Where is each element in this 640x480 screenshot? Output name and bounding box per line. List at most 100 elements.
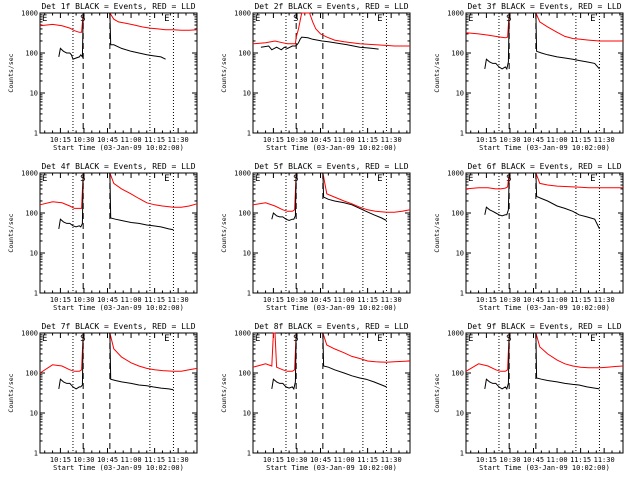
y-tick-label: 1: [247, 450, 251, 458]
plot-frame: [465, 332, 624, 454]
marker-label-e: E: [255, 174, 260, 184]
y-axis-label: Counts/sec: [220, 53, 228, 92]
y-tick-label: 10: [30, 250, 38, 258]
panel-title: Det 2f BLACK = Events, RED = LLD: [254, 2, 408, 11]
panel-title: Det 3f BLACK = Events, RED = LLD: [467, 2, 621, 11]
panel-2: Det 2f BLACK = Events, RED = LLD 1 10 100 10…: [220, 2, 411, 152]
x-tick-label: 10:30: [73, 456, 94, 464]
x-tick-label: 10:15: [476, 136, 497, 144]
x-tick-label: 10:30: [499, 296, 520, 304]
events-series-line: [271, 332, 387, 391]
y-tick-label: 1: [460, 290, 464, 298]
x-tick-label: 11:15: [357, 296, 378, 304]
plot-frame: [39, 172, 198, 294]
plot-frame: [39, 332, 198, 454]
x-tick-label: 11:30: [381, 296, 402, 304]
y-tick-label: 10: [456, 410, 464, 418]
x-tick-label: 10:15: [263, 296, 284, 304]
marker-label-e: E: [468, 174, 473, 184]
events-series-line: [58, 12, 166, 60]
x-tick-label: 11:00: [121, 136, 142, 144]
y-axis-label: Counts/sec: [7, 213, 15, 252]
panel-title: Det 5f BLACK = Events, RED = LLD: [254, 162, 408, 171]
panel-1: Det 1f BLACK = Events, RED = LLD 1 10 100 10…: [7, 2, 198, 152]
x-tick-label: 11:30: [594, 456, 615, 464]
marker-label-e: E: [377, 14, 382, 24]
events-series-line: [260, 36, 379, 51]
x-axis-label: Start Time (03-Jan-09 10:02:00): [266, 144, 397, 152]
y-axis-label: Counts/sec: [7, 53, 15, 92]
y-axis-label: Counts/sec: [433, 373, 441, 412]
x-tick-label: 11:00: [547, 136, 568, 144]
y-tick-label: 1000: [234, 170, 251, 178]
x-tick-label: 11:15: [570, 456, 591, 464]
x-tick-label: 10:45: [310, 456, 331, 464]
panel-9: Det 9f BLACK = Events, RED = LLD 1 10 100 10…: [433, 322, 624, 472]
x-tick-label: 10:15: [50, 296, 71, 304]
y-tick-label: 1: [247, 130, 251, 138]
marker-label-e: E: [468, 334, 473, 344]
y-tick-label: 10: [30, 90, 38, 98]
x-tick-label: 10:45: [97, 296, 118, 304]
x-tick-label: 10:15: [263, 136, 284, 144]
x-tick-label: 10:45: [523, 456, 544, 464]
events-series-line: [271, 172, 387, 222]
plot-frame: [252, 332, 411, 454]
marker-label-e: E: [468, 14, 473, 24]
marker-label-e: E: [377, 174, 382, 184]
x-tick-label: 11:00: [121, 296, 142, 304]
y-tick-label: 1: [460, 130, 464, 138]
events-series-line: [484, 12, 600, 71]
x-axis-label: Start Time (03-Jan-09 10:02:00): [53, 464, 184, 472]
y-tick-label: 10: [243, 410, 251, 418]
x-tick-label: 11:00: [334, 456, 355, 464]
x-tick-label: 11:30: [594, 296, 615, 304]
lld-series-line: [465, 332, 624, 372]
x-tick-label: 11:00: [334, 136, 355, 144]
x-tick-label: 11:15: [144, 456, 165, 464]
y-tick-label: 10: [30, 410, 38, 418]
marker-label-e: E: [164, 174, 169, 184]
panel-title: Det 4f BLACK = Events, RED = LLD: [41, 162, 195, 171]
x-tick-label: 10:15: [476, 296, 497, 304]
y-tick-label: 1: [34, 290, 38, 298]
marker-label-e: E: [590, 174, 595, 184]
x-tick-label: 10:30: [286, 136, 307, 144]
x-tick-label: 10:30: [73, 136, 94, 144]
y-tick-label: 100: [238, 370, 251, 378]
events-series-line: [484, 172, 600, 230]
x-tick-label: 11:30: [381, 456, 402, 464]
plot-frame: [465, 12, 624, 134]
x-axis-label: Start Time (03-Jan-09 10:02:00): [53, 144, 184, 152]
lld-series-line: [252, 172, 411, 213]
x-tick-label: 10:45: [97, 136, 118, 144]
y-axis-label: Counts/sec: [220, 213, 228, 252]
plot-frame: [39, 12, 198, 134]
panel-3: Det 3f BLACK = Events, RED = LLD 1 10 100 10…: [433, 2, 624, 152]
x-tick-label: 10:45: [310, 296, 331, 304]
y-tick-label: 1000: [21, 10, 38, 18]
x-tick-label: 11:30: [381, 136, 402, 144]
x-axis-label: Start Time (03-Jan-09 10:02:00): [266, 304, 397, 312]
x-tick-label: 10:30: [73, 296, 94, 304]
x-tick-label: 11:00: [547, 456, 568, 464]
panel-8: Det 8f BLACK = Events, RED = LLD 1 10 100 10…: [220, 322, 411, 472]
plot-frame: [252, 172, 411, 294]
y-tick-label: 1000: [21, 170, 38, 178]
x-tick-label: 10:45: [523, 296, 544, 304]
x-tick-label: 10:15: [476, 456, 497, 464]
marker-label-e: E: [255, 334, 260, 344]
x-tick-label: 11:15: [570, 296, 591, 304]
marker-label-e: E: [255, 14, 260, 24]
x-tick-label: 11:30: [168, 456, 189, 464]
panel-7: Det 7f BLACK = Events, RED = LLD 1 10 100 10…: [7, 322, 198, 472]
panel-title: Det 7f BLACK = Events, RED = LLD: [41, 322, 195, 331]
y-tick-label: 1: [460, 450, 464, 458]
y-tick-label: 100: [451, 370, 464, 378]
lld-series-line: [39, 332, 198, 374]
x-tick-label: 11:30: [168, 136, 189, 144]
panel-4: Det 4f BLACK = Events, RED = LLD 1 10 100 10…: [7, 162, 198, 312]
marker-label-e: E: [590, 334, 595, 344]
y-tick-label: 1000: [234, 330, 251, 338]
x-axis-label: Start Time (03-Jan-09 10:02:00): [479, 304, 610, 312]
